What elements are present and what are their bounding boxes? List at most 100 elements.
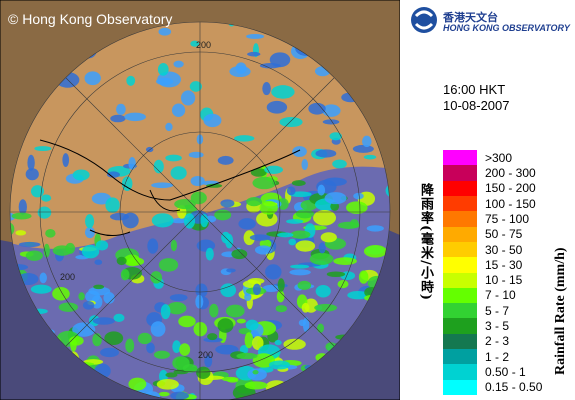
echo bbox=[289, 269, 311, 276]
echo bbox=[174, 198, 196, 210]
echo bbox=[190, 175, 205, 187]
echo bbox=[264, 165, 284, 174]
ring-label: 200 bbox=[196, 40, 212, 50]
echo bbox=[215, 344, 239, 355]
echo bbox=[126, 257, 145, 266]
legend-title-english: Rainfall Rate (mm/h) bbox=[553, 247, 568, 375]
echo bbox=[295, 240, 316, 252]
echo bbox=[259, 200, 278, 215]
echo bbox=[308, 102, 326, 115]
echo bbox=[113, 313, 125, 322]
echo bbox=[105, 197, 120, 213]
legend-swatch bbox=[443, 379, 477, 395]
echo bbox=[81, 244, 100, 259]
echo bbox=[15, 230, 27, 236]
logo-chinese: 香港天文台 bbox=[443, 12, 498, 24]
echo bbox=[88, 286, 111, 296]
logo-english: Hong Kong Observatory bbox=[443, 23, 570, 33]
echo bbox=[265, 264, 282, 280]
legend-swatch bbox=[443, 364, 477, 380]
echo bbox=[116, 103, 126, 115]
echo bbox=[92, 333, 102, 347]
echo bbox=[324, 192, 347, 205]
echo bbox=[156, 378, 179, 390]
echo bbox=[226, 268, 236, 273]
echo bbox=[276, 290, 285, 303]
echo bbox=[116, 256, 127, 266]
echo bbox=[243, 230, 255, 246]
echo bbox=[205, 247, 214, 261]
echo bbox=[252, 176, 277, 190]
echo bbox=[39, 272, 47, 284]
echo bbox=[78, 292, 85, 301]
echo bbox=[238, 218, 256, 230]
echo bbox=[252, 336, 264, 350]
echo bbox=[314, 303, 338, 312]
echo bbox=[217, 155, 234, 165]
echo bbox=[262, 82, 271, 96]
echo bbox=[170, 391, 189, 400]
legend-swatch bbox=[443, 165, 477, 181]
echo bbox=[193, 321, 208, 337]
echo bbox=[92, 317, 115, 325]
echo bbox=[246, 197, 262, 207]
echo bbox=[58, 302, 78, 312]
legend-swatch bbox=[443, 272, 477, 288]
echo bbox=[290, 230, 311, 239]
echo bbox=[326, 271, 346, 278]
legend-swatch bbox=[443, 180, 477, 196]
echo bbox=[246, 33, 265, 39]
echo bbox=[158, 391, 170, 397]
echo bbox=[52, 287, 70, 301]
echo bbox=[153, 159, 164, 174]
echo bbox=[45, 228, 56, 238]
echo bbox=[82, 301, 95, 310]
echo bbox=[170, 239, 178, 252]
echo bbox=[110, 114, 126, 123]
echo bbox=[247, 368, 267, 381]
echo bbox=[11, 212, 32, 220]
date: 10-08-2007 bbox=[443, 98, 510, 113]
coastline bbox=[39, 139, 301, 236]
echo bbox=[43, 243, 50, 258]
echo bbox=[100, 347, 119, 358]
legend-label: 10 - 15 bbox=[485, 273, 523, 288]
echo bbox=[18, 241, 41, 248]
echo bbox=[151, 182, 174, 189]
echo bbox=[225, 304, 245, 318]
legend-swatch bbox=[443, 226, 477, 242]
echo bbox=[236, 318, 246, 324]
echo bbox=[346, 201, 368, 214]
echo bbox=[126, 75, 136, 86]
echo bbox=[203, 113, 222, 128]
echo bbox=[200, 213, 209, 228]
legend-swatch bbox=[443, 287, 477, 304]
echo bbox=[182, 363, 198, 373]
echo bbox=[313, 210, 337, 226]
echo bbox=[358, 270, 369, 284]
echo bbox=[170, 218, 189, 224]
echo bbox=[290, 264, 310, 269]
echo bbox=[236, 352, 258, 360]
echo bbox=[72, 322, 96, 337]
echo bbox=[301, 302, 310, 313]
echo bbox=[171, 103, 186, 118]
echo bbox=[214, 209, 232, 221]
echo bbox=[233, 135, 255, 142]
echo bbox=[247, 51, 261, 57]
range-rings bbox=[9, 21, 391, 400]
echo bbox=[69, 336, 84, 346]
echo bbox=[220, 283, 237, 298]
radar-map bbox=[0, 0, 400, 400]
echo bbox=[309, 252, 334, 265]
echo bbox=[353, 192, 364, 200]
echo bbox=[62, 153, 70, 167]
echo bbox=[30, 284, 52, 294]
echo bbox=[84, 71, 101, 86]
echo bbox=[195, 283, 208, 298]
echo bbox=[262, 284, 280, 293]
echo bbox=[146, 342, 155, 354]
echo bbox=[158, 27, 172, 36]
legend-swatch bbox=[443, 241, 477, 258]
